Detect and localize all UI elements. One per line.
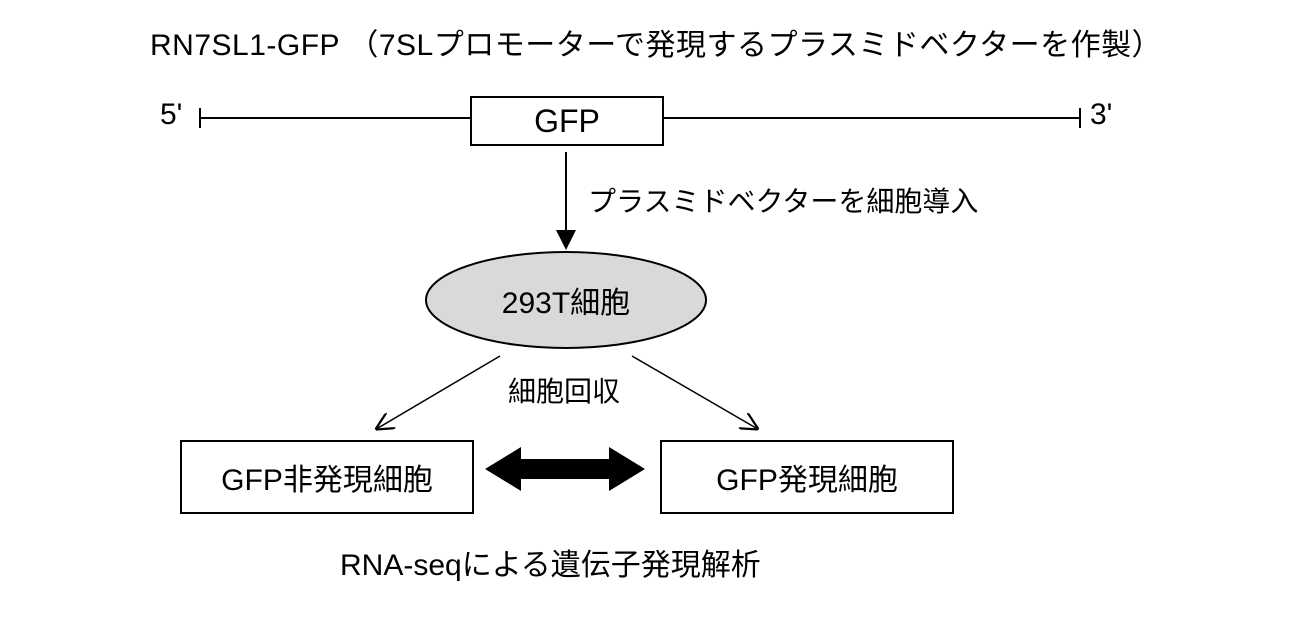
transfection-label: プラスミドベクターを細胞導入 (588, 180, 978, 220)
output-right-label: GFP発現細胞 (716, 455, 898, 499)
output-right-box: GFP発現細胞 (660, 440, 954, 514)
gene-label: GFP (534, 103, 600, 140)
arrow-split-left (378, 356, 500, 428)
diagram-root: RN7SL1-GFP （7SLプロモーターで発現するプラスミドベクターを作製） (0, 0, 1300, 628)
five-prime-label: 5' (160, 98, 182, 132)
gene-box: GFP (470, 96, 664, 146)
output-left-box: GFP非発現細胞 (180, 440, 474, 514)
cell-label: 293T細胞 (426, 278, 706, 322)
output-left-label: GFP非発現細胞 (221, 455, 433, 499)
three-prime-label: 3' (1090, 98, 1112, 132)
arrow-split-right (632, 356, 756, 428)
bottom-text: RNA-seqによる遺伝子発現解析 (340, 540, 761, 584)
split-label: 細胞回収 (508, 370, 620, 410)
double-arrow (485, 447, 645, 491)
